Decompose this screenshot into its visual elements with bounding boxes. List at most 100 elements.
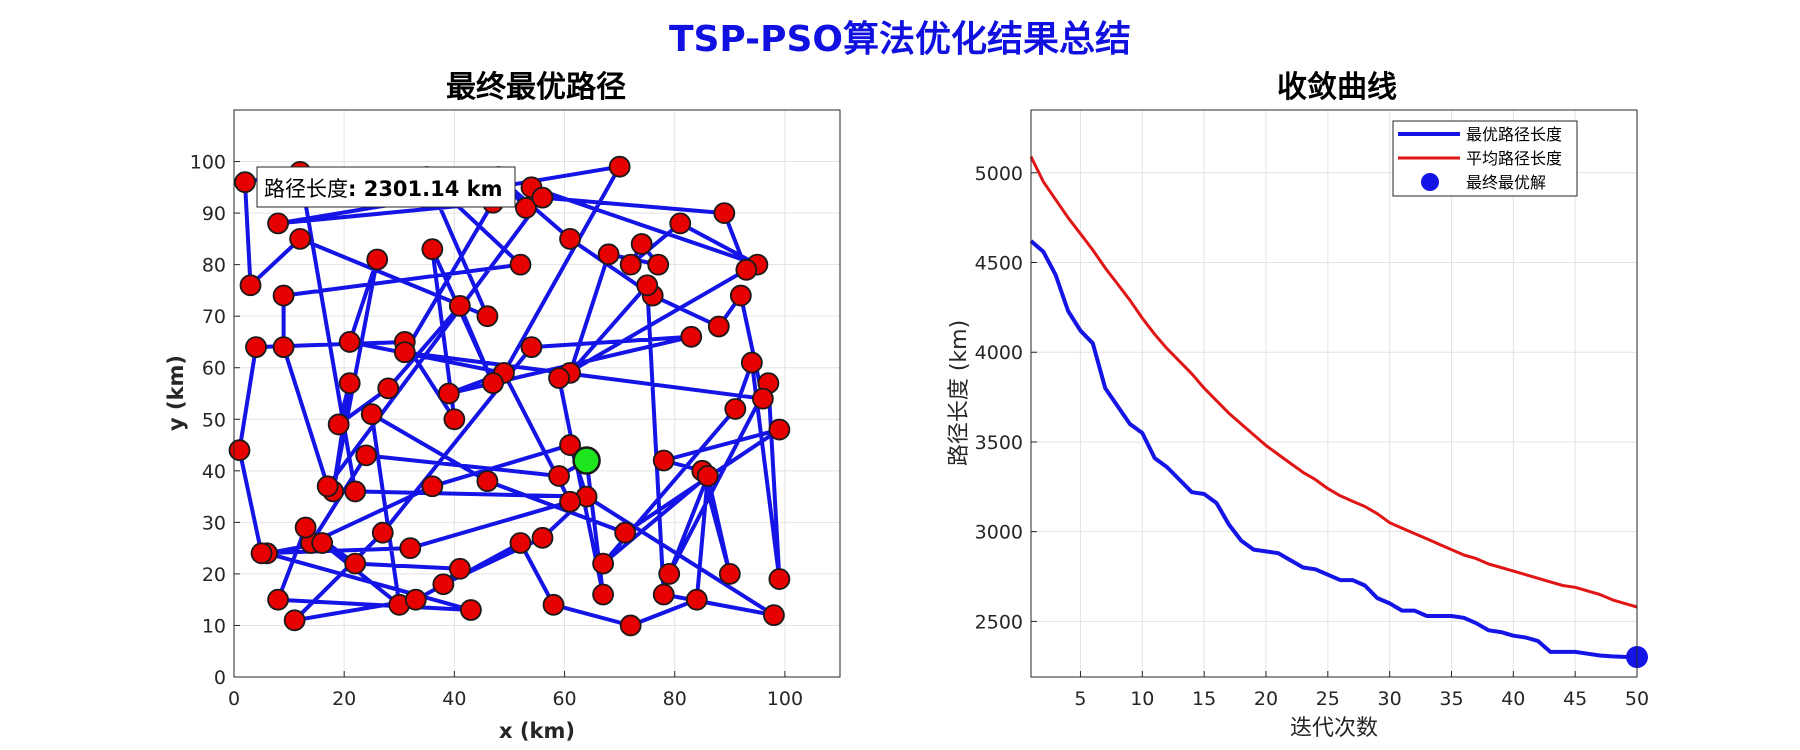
- route-plot-panel: 最终最优路径 0 20 40 60 80 100 0 10 20 30 40 50 60 70 80 90 10…: [164, 70, 841, 743]
- annotation-box: [256, 166, 516, 208]
- city-point: [669, 212, 692, 235]
- convergence-legend: 最优路径长度 平均路径长度 最终最优解: [1392, 120, 1578, 197]
- city-point: [432, 573, 455, 596]
- route-x-tick-label: 100: [767, 688, 803, 710]
- city-point: [652, 583, 675, 606]
- city-point: [696, 465, 719, 487]
- route-length-annotation: 路径长度: 2301.14 km: [256, 166, 516, 208]
- convergence-y-axis-label: 路径长度 (km): [947, 320, 972, 466]
- annotation-value: : 2301.14 km: [348, 177, 503, 201]
- city-point: [768, 568, 791, 590]
- legend-swatch-final: [1421, 173, 1439, 191]
- city-point: [393, 341, 416, 364]
- route-y-tick-label: 80: [202, 255, 226, 277]
- city-point: [768, 418, 791, 441]
- city-point: [448, 557, 471, 580]
- city-point: [228, 439, 251, 462]
- route-plot-ticks: 0 20 40 60 80 100 0 10 20 30 40 50 60 70 80 90 100: [190, 152, 803, 710]
- legend-label-best: 最优路径长度: [1466, 125, 1562, 144]
- city-point: [421, 238, 444, 261]
- city-point: [619, 614, 642, 637]
- city-point: [311, 532, 334, 554]
- convergence-x-tick-label: 50: [1625, 688, 1649, 710]
- city-point: [520, 336, 543, 359]
- route-path: [237, 164, 782, 628]
- convergence-x-tick-label: 30: [1378, 688, 1402, 710]
- city-point: [735, 258, 758, 281]
- route-x-tick-label: 40: [442, 688, 466, 710]
- route-y-tick-label: 60: [202, 358, 226, 380]
- convergence-plot-panel: 收敛曲线 5 10 15 20 25 30 35 40 45 50 2500 3000 3500 4000…: [947, 70, 1649, 741]
- city-point: [515, 197, 537, 219]
- route-x-tick-label: 80: [663, 688, 687, 710]
- route-y-tick-label: 20: [202, 564, 226, 586]
- convergence-plot-ticks: 5 10 15 20 25 30 35 40 45 50 2500 3000 3500 4000 4500 5…: [975, 163, 1649, 710]
- city-point: [371, 521, 394, 544]
- convergence-y-tick-label: 2500: [975, 611, 1023, 633]
- convergence-plot-title: 收敛曲线: [1277, 70, 1397, 105]
- city-point: [636, 274, 659, 297]
- route-y-tick-label: 70: [202, 306, 226, 328]
- route-x-tick-label: 20: [332, 688, 356, 710]
- city-point: [377, 377, 400, 400]
- city-point: [338, 331, 361, 353]
- legend-label-avg: 平均路径长度: [1466, 149, 1562, 168]
- city-point: [729, 284, 752, 307]
- route-y-tick-label: 100: [190, 152, 226, 174]
- route-x-tick-label: 0: [228, 688, 240, 710]
- convergence-y-tick-label: 3500: [975, 432, 1023, 454]
- city-point: [344, 480, 367, 503]
- city-point: [680, 325, 703, 348]
- city-point: [718, 563, 741, 585]
- city-point: [559, 227, 581, 250]
- city-point: [234, 171, 256, 194]
- route-y-tick-label: 50: [202, 409, 226, 431]
- route-x-tick-label: 60: [552, 688, 576, 710]
- city-point: [239, 274, 262, 297]
- city-point: [713, 202, 736, 224]
- convergence-x-tick-label: 10: [1130, 688, 1154, 710]
- svg-text:路径长度: 2301.14 km: 路径长度: 2301.14 km: [264, 177, 503, 201]
- convergence-x-tick-label: 45: [1563, 688, 1587, 710]
- city-point: [724, 398, 747, 420]
- city-point: [751, 387, 774, 410]
- convergence-x-tick-label: 35: [1439, 688, 1463, 710]
- city-point: [592, 552, 615, 575]
- route-cities: [228, 155, 791, 637]
- route-y-tick-label: 10: [202, 615, 226, 637]
- route-y-tick-label: 90: [202, 203, 226, 225]
- route-y-axis-label: y (km): [164, 355, 188, 431]
- city-point: [559, 490, 581, 513]
- figure-suptitle: TSP-PSO算法优化结果总结: [668, 19, 1132, 60]
- city-point: [272, 336, 295, 359]
- city-point: [272, 284, 295, 307]
- city-point: [316, 475, 339, 498]
- convergence-plot-frame: [1030, 109, 1638, 678]
- city-point: [267, 588, 289, 611]
- route-plot-frame: [233, 109, 841, 678]
- city-point: [459, 599, 482, 621]
- city-point: [360, 403, 383, 426]
- convergence-y-tick-label: 5000: [975, 163, 1023, 185]
- city-point: [548, 465, 570, 487]
- convergence-y-tick-label: 3000: [975, 522, 1023, 544]
- convergence-x-tick-label: 5: [1074, 688, 1086, 710]
- annotation-label: 路径长度: [264, 177, 348, 201]
- legend-label-final: 最终最优解: [1466, 173, 1546, 192]
- city-point: [267, 212, 289, 235]
- city-point: [652, 449, 675, 472]
- city-point: [531, 186, 554, 209]
- city-point: [421, 475, 444, 498]
- city-point: [294, 516, 317, 539]
- city-point: [404, 588, 427, 611]
- city-point: [366, 248, 389, 271]
- city-point: [531, 526, 554, 549]
- route-y-tick-label: 30: [202, 512, 226, 534]
- city-point: [619, 253, 642, 276]
- city-point: [647, 253, 670, 276]
- city-point: [685, 588, 708, 611]
- city-point: [482, 372, 504, 395]
- city-point: [283, 609, 306, 632]
- city-point: [289, 227, 312, 250]
